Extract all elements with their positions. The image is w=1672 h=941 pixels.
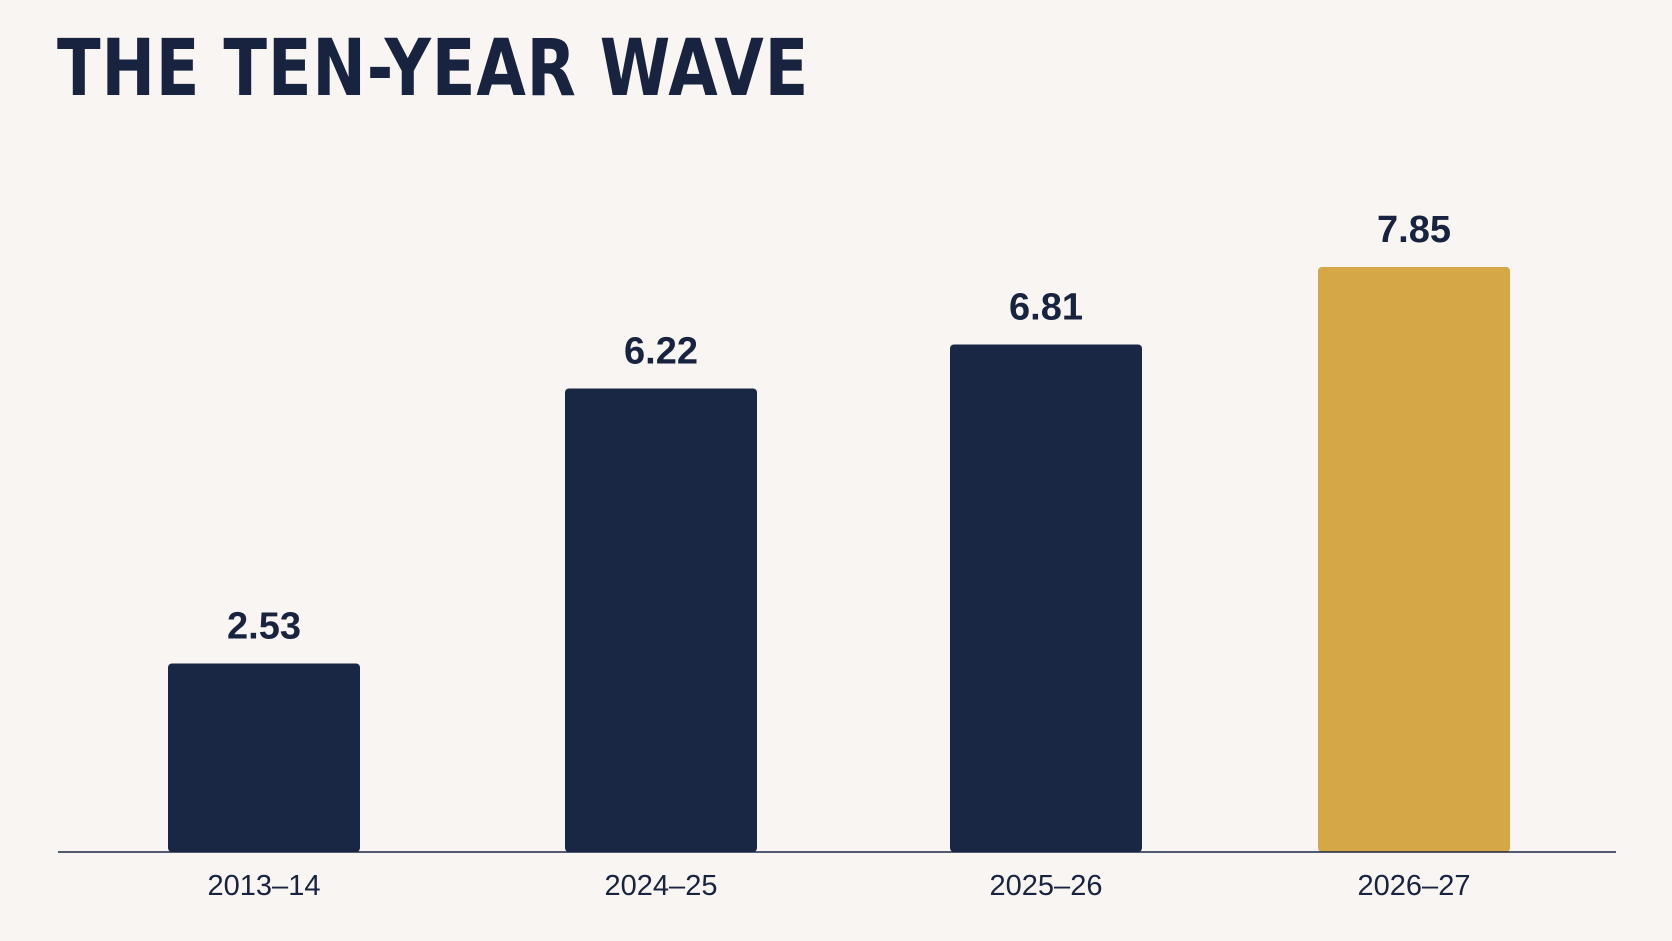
x-tick-labels-group: 2013–14 2024–25 2025–26 2026–27 xyxy=(208,870,1471,902)
value-label: 7.85 xyxy=(1377,209,1451,251)
bar-2025–26 xyxy=(950,344,1142,852)
value-label: 6.81 xyxy=(1009,287,1083,329)
x-tick-label: 2024–25 xyxy=(605,870,718,902)
chart-title: THE TEN-YEAR WAVE xyxy=(57,24,810,114)
x-tick-label: 2026–27 xyxy=(1358,870,1471,902)
bar-2026–27 xyxy=(1318,267,1510,852)
value-label: 6.22 xyxy=(624,330,698,372)
bars-group xyxy=(168,267,1510,852)
x-tick-label: 2025–26 xyxy=(990,870,1103,902)
x-tick-label: 2013–14 xyxy=(208,870,321,902)
value-label: 2.53 xyxy=(227,605,301,647)
value-labels-group: 2.53 6.22 6.81 7.85 xyxy=(227,209,1451,647)
bar-2013–14 xyxy=(168,663,360,852)
bar-2024–25 xyxy=(565,388,757,852)
